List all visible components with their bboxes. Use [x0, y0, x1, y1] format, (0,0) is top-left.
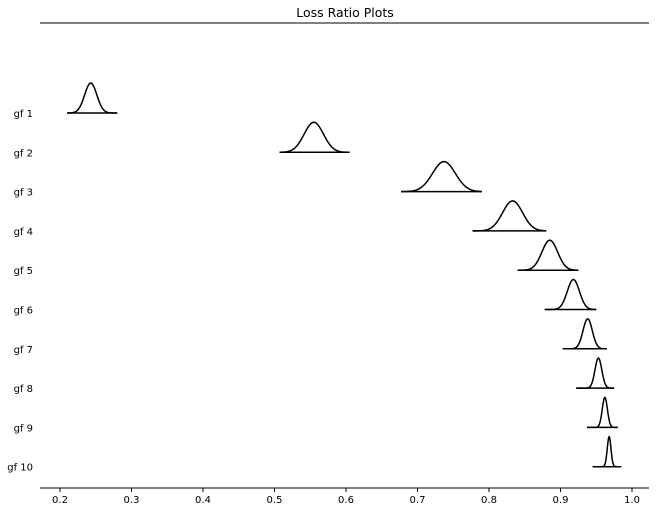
x-tick-label: 0.9	[553, 495, 569, 506]
y-tick-label: gf 10	[7, 463, 33, 474]
x-axis-ticks: 0.2 0.3 0.4 0.5 0.6 0.7 0.8 0.9 1.0	[52, 488, 640, 506]
ridge-curve-2	[279, 121, 350, 154]
ridge-curve-1	[67, 82, 118, 114]
ridges-group	[67, 82, 622, 468]
y-tick-label: gf 3	[14, 188, 33, 199]
y-tick-label: gf 2	[14, 148, 33, 159]
chart-title: Loss Ratio Plots	[296, 5, 394, 20]
ridge-curve-9	[586, 396, 618, 429]
x-tick-label: 0.4	[195, 495, 211, 506]
ridge-curve-4	[472, 200, 547, 232]
x-tick-label: 0.8	[481, 495, 497, 506]
ridge-curve-7	[562, 318, 607, 350]
x-tick-label: 0.3	[124, 495, 140, 506]
y-tick-label: gf 4	[14, 227, 33, 238]
x-tick-label: 0.6	[338, 495, 354, 506]
x-tick-label: 0.2	[52, 495, 68, 506]
ridge-curve-6	[544, 278, 597, 311]
y-tick-label: gf 7	[14, 345, 33, 356]
y-tick-label: gf 8	[14, 384, 33, 395]
x-tick-label: 0.5	[267, 495, 283, 506]
x-tick-label: 0.7	[410, 495, 426, 506]
ridge-curve-8	[576, 357, 615, 389]
ridge-curve-5	[517, 239, 579, 271]
y-tick-label: gf 5	[14, 266, 33, 277]
ridge-curve-10	[592, 435, 622, 468]
x-tick-label: 1.0	[624, 495, 640, 506]
y-tick-labels: gf 1 gf 2 gf 3 gf 4 gf 5 gf 6 gf 7 gf 8 gf 9 gf 1…	[7, 109, 33, 474]
y-tick-label: gf 6	[14, 306, 33, 317]
ridge-curve-3	[401, 160, 482, 193]
y-tick-label: gf 9	[14, 423, 33, 434]
y-tick-label: gf 1	[14, 109, 33, 120]
